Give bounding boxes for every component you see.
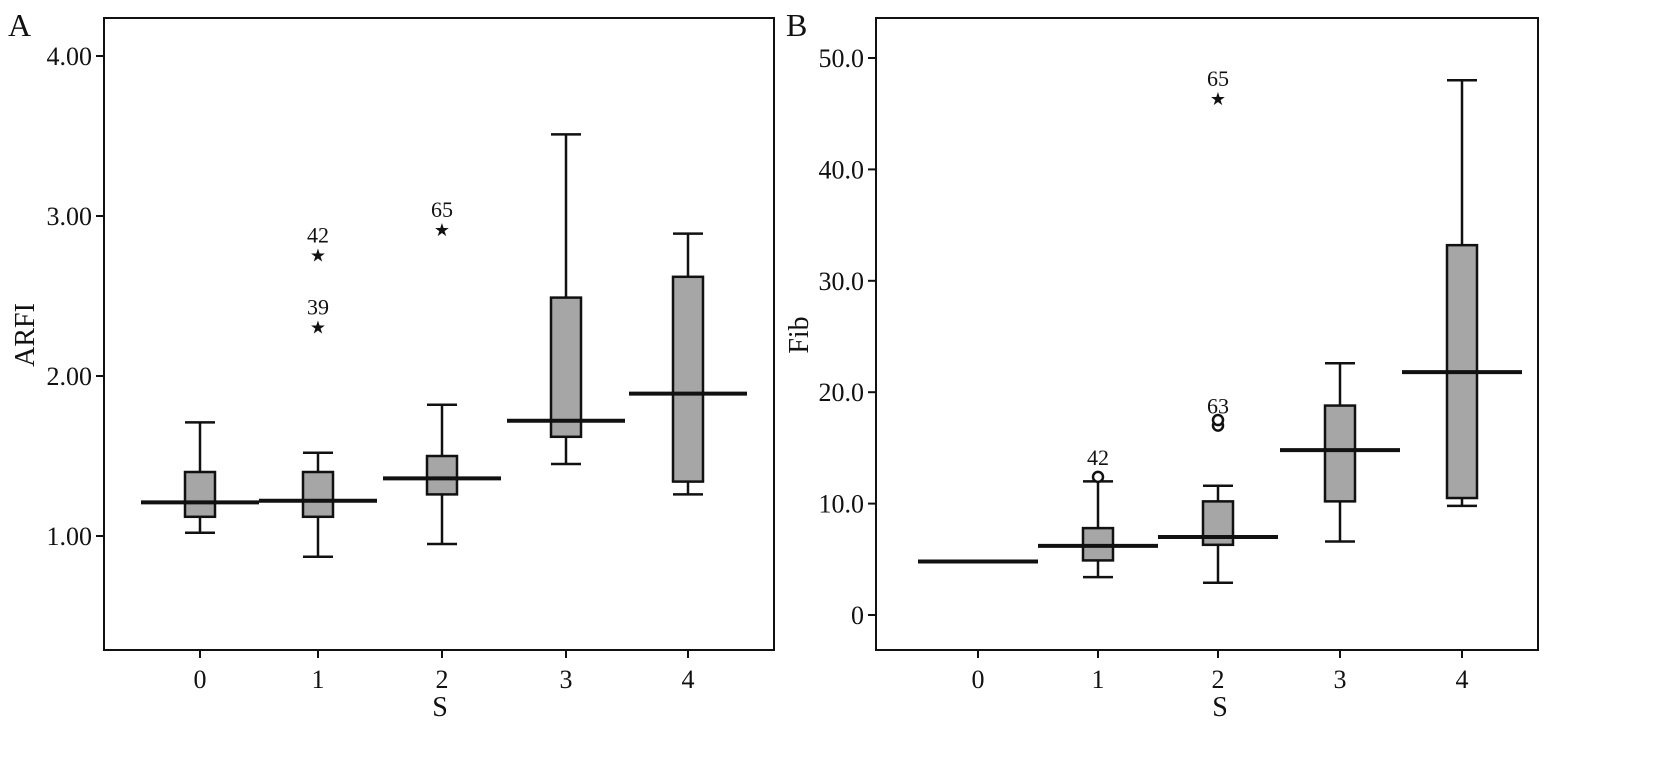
iqr-box bbox=[425, 454, 459, 496]
outlier-circle bbox=[1211, 413, 1225, 427]
panel-b: B 0 10.0 20.0 30.0 40.0 50.0 0 1 2 3 4 42 63 ★65 S Fi… bbox=[784, 7, 1539, 723]
y-tick-label-a: 2.00 bbox=[47, 362, 93, 391]
plot-frame-b bbox=[875, 17, 1539, 651]
chart-marks-a: 1.002.003.004.000 1 2 3 4★42★39★65 bbox=[47, 42, 747, 694]
x-tick-label-b: 1 bbox=[1092, 665, 1105, 694]
y-tick-label-b: 40.0 bbox=[819, 155, 865, 184]
x-tick-label-b: 4 bbox=[1456, 665, 1469, 694]
outlier-star: ★ bbox=[310, 245, 326, 265]
y-tick-label-a: 1.00 bbox=[47, 522, 93, 551]
box-b-3 bbox=[1280, 361, 1400, 543]
box-b-2 bbox=[1158, 484, 1278, 584]
y-tick-label-b: 20.0 bbox=[819, 378, 865, 407]
y-tick-label-a: 3.00 bbox=[47, 202, 93, 231]
outlier-a-1: ★39 bbox=[307, 294, 329, 337]
x-tick-label-b: 2 bbox=[1212, 665, 1225, 694]
box-a-4 bbox=[629, 232, 747, 496]
box-b-1 bbox=[1038, 480, 1158, 579]
y-tick-label-b: 10.0 bbox=[819, 490, 865, 519]
outlier-label: 65 bbox=[1207, 66, 1229, 91]
iqr-box bbox=[671, 275, 705, 483]
x-tick-label-b: 0 bbox=[972, 665, 985, 694]
box-a-1 bbox=[259, 451, 377, 559]
outlier-star: ★ bbox=[434, 220, 450, 240]
outlier-star: ★ bbox=[1210, 89, 1226, 109]
outlier-label: 42 bbox=[1087, 445, 1109, 470]
outlier-b-1: 42 bbox=[1087, 445, 1109, 484]
plot-frame-a bbox=[103, 17, 775, 651]
box-a-0 bbox=[141, 421, 259, 535]
y-tick-label-b: 0 bbox=[851, 601, 864, 630]
x-tick-label-a: 1 bbox=[312, 665, 325, 694]
iqr-box bbox=[183, 470, 217, 519]
chart-marks-b: 0 10.0 20.0 30.0 40.0 50.0 0 1 2 3 4 42 63 ★65 bbox=[819, 44, 1522, 694]
x-tick-label-a: 4 bbox=[682, 665, 695, 694]
y-tick-label-b: 30.0 bbox=[819, 267, 865, 296]
outlier-b-2: ★65 bbox=[1207, 66, 1229, 109]
panel-letter-a: A bbox=[8, 7, 31, 43]
outlier-a-1: ★42 bbox=[307, 222, 329, 265]
y-tick-label-a: 4.00 bbox=[47, 42, 93, 71]
x-tick-label-b: 3 bbox=[1334, 665, 1347, 694]
x-axis-title-b: S bbox=[1212, 692, 1228, 723]
box-a-3 bbox=[507, 133, 625, 466]
y-axis-title-b: Fib bbox=[784, 316, 815, 353]
iqr-box bbox=[1323, 404, 1357, 503]
y-axis-title-a: ARFI bbox=[10, 303, 41, 367]
x-tick-label-a: 2 bbox=[436, 665, 449, 694]
x-tick-label-a: 0 bbox=[194, 665, 207, 694]
outlier-a-2: ★65 bbox=[431, 197, 453, 240]
outlier-circle bbox=[1091, 470, 1105, 484]
outlier-label: 65 bbox=[431, 197, 453, 222]
outlier-label: 63 bbox=[1207, 394, 1229, 419]
outlier-star: ★ bbox=[310, 317, 326, 337]
panel-a: A 1.002.003.004.000 1 2 3 4★42★39★65 S ARFI bbox=[8, 7, 775, 723]
iqr-box bbox=[301, 470, 335, 519]
x-tick-label-a: 3 bbox=[560, 665, 573, 694]
outlier-label: 39 bbox=[307, 294, 329, 319]
panel-letter-b: B bbox=[786, 7, 807, 43]
outlier-label: 42 bbox=[307, 222, 329, 247]
iqr-box bbox=[549, 296, 583, 439]
box-b-4 bbox=[1402, 79, 1522, 508]
y-tick-label-b: 50.0 bbox=[819, 44, 865, 73]
box-a-2 bbox=[383, 403, 501, 546]
x-axis-title-a: S bbox=[432, 692, 448, 723]
outlier-b-2 bbox=[1211, 413, 1225, 427]
